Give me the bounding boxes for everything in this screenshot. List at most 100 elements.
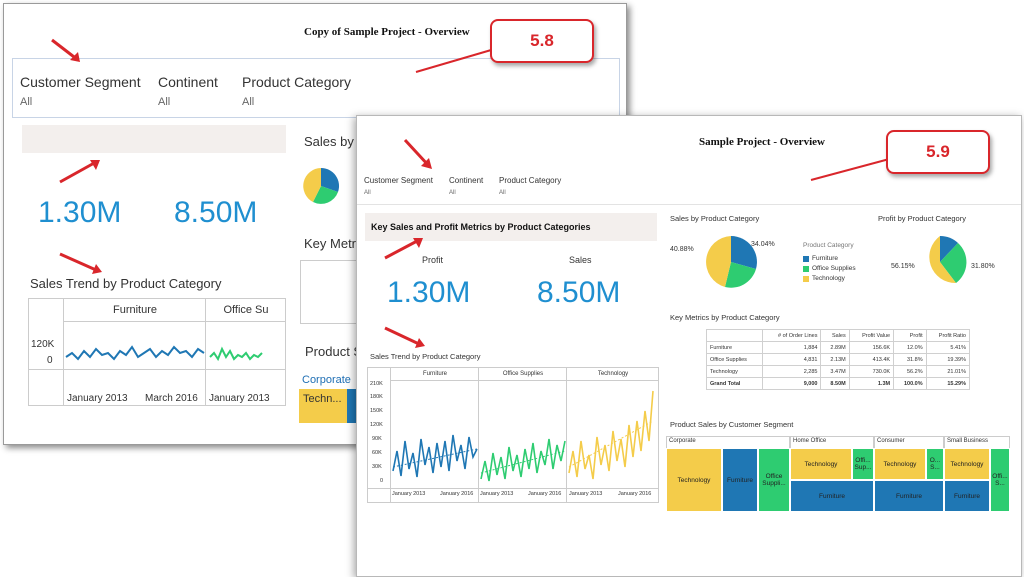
treemap-segment-corporate[interactable]: Corporate [666,436,790,448]
front-trend-x-end-2: January 2016 [528,491,562,497]
back-trend-divider [205,321,206,405]
treemap-segment-consumer[interactable]: Consumer [874,436,944,448]
treemap-corporate-furniture[interactable]: Furniture [722,448,758,512]
front-profit-value: 1.30M [387,276,471,309]
front-profit-pie [929,235,967,284]
front-legend-office: Office Supplies [803,265,856,272]
front-sales-value: 8.50M [537,276,621,309]
legend-swatch-icon [803,275,809,282]
front-trend-y-60k: 60K [372,450,382,456]
treemap-segment-home-office[interactable]: Home Office [790,436,874,448]
treemap-home-technology[interactable]: Technology [790,448,852,480]
front-trend-y-0: 0 [380,478,384,484]
treemap-small-furniture[interactable]: Furniture [944,480,990,512]
front-filter-divider [357,204,1021,205]
treemap-corporate-office[interactable]: Office Suppli... [758,448,790,512]
front-trend-lines [392,390,654,482]
front-legend-furniture: Furniture [803,255,838,262]
front-sales-pie-label-right: 34.04% [751,241,775,248]
front-trend-x-end-3: January 2016 [618,491,652,497]
front-trend-y-120k: 120K [370,422,383,428]
back-filter-bar [12,58,620,118]
back-key-metrics-table [300,260,362,324]
front-filter-customer-segment[interactable]: Customer Segment All [364,176,433,196]
front-trend-divider-2 [478,380,479,502]
front-trend-x-end-1: January 2016 [440,491,474,497]
front-trend-y-90k: 90K [372,436,382,442]
table-row: Office Supplies 4,831 2.13M 413.4K 31.8% 19.3… [706,353,971,366]
treemap-consumer-technology[interactable]: Technology [874,448,926,480]
table-row: Technology 2,285 3.47M 730.0K 56.2% 21.01% [706,365,971,378]
treemap-consumer-furniture[interactable]: Furniture [874,480,944,512]
front-trend-y-30k: 30K [372,464,382,470]
front-kpi-header: Key Sales and Profit Metrics by Product … [365,213,657,241]
front-trend-x-axis [368,488,658,489]
front-sales-pie-title: Sales by Product Category [670,214,760,223]
front-filter-continent[interactable]: Continent All [449,176,484,196]
back-filter-product-category[interactable]: Product Category All [242,74,351,108]
back-trend-chart: Furniture Office Su 120K 0 January 2013 … [28,298,286,406]
back-callout-pointer [415,47,499,73]
back-trend-title: Sales Trend by Product Category [30,276,222,291]
front-arrow-icon [403,138,432,169]
front-key-metrics-title: Key Metrics by Product Category [670,313,780,322]
front-filter-product-category[interactable]: Product Category All [499,176,562,196]
treemap-corporate-technology[interactable]: Technology [666,448,722,512]
front-trend-chart: Furniture Office Supplies Technology 210… [367,367,659,503]
front-trend-y-210k: 210K [370,381,383,387]
back-kpi-header [22,125,286,153]
back-metric-sales: 8.50M [174,196,258,229]
front-profit-label: Profit [422,255,444,265]
front-trend-col-furniture: Furniture [390,368,479,381]
back-arrow-icon [59,160,100,184]
treemap-segment-small-business[interactable]: Small Business [944,436,1010,448]
back-page-title: Copy of Sample Project - Overview [304,26,470,38]
front-trend-y-180k: 180K [370,394,383,400]
front-trend-x-start-2: January 2013 [480,491,514,497]
callout-5-8: 5.8 [490,19,594,63]
front-key-metrics-table: # of Order Lines Sales Profit Value Profit P… [706,329,971,390]
treemap-small-technology[interactable]: Technology [944,448,990,480]
front-trend-col-technology: Technology [566,368,659,381]
back-arrow-icon [51,38,80,62]
back-trend-y-120k: 120K [31,339,55,350]
back-product-sales-title: Product S [305,344,363,359]
back-trend-lines [65,345,263,362]
front-page-title: Sample Project - Overview [699,136,825,148]
front-sales-label: Sales [569,255,592,265]
treemap-consumer-office[interactable]: O... S... [926,448,944,480]
front-callout-pointer [810,157,894,181]
back-trend-col-office: Office Su [205,299,286,322]
front-trend-title: Sales Trend by Product Category [370,352,481,361]
legend-swatch-icon [803,255,809,262]
front-arrow-icon [384,238,423,260]
table-header-row: # of Order Lines Sales Profit Value Profit P… [706,329,971,342]
treemap-home-furniture[interactable]: Furniture [790,480,874,512]
table-row-grand-total: Grand Total 9,000 8.50M 1.3M 100.0% 15.29% [706,377,971,390]
legend-swatch-icon [803,265,809,272]
back-trend-x-start: January 2013 [67,393,128,404]
back-sales-by-title: Sales by [304,134,354,149]
front-trend-x-start-1: January 2013 [392,491,426,497]
treemap-small-office[interactable]: Offi... S... [990,448,1010,512]
back-treemap-corporate-label: Corporate [302,374,351,386]
back-trend-x-end: January 2013 [209,393,270,404]
front-trend-divider-3 [566,380,567,502]
front-arrow-icon [384,326,425,348]
back-filter-customer-segment[interactable]: Customer Segment All [20,74,141,108]
back-trend-y-0: 0 [47,355,53,366]
treemap-home-office[interactable]: Offi... Sup... [852,448,874,480]
back-treemap-technology: Techn... [299,389,347,423]
front-trend-col-office: Office Supplies [478,368,567,381]
back-arrow-icon [59,252,102,274]
back-metric-profit: 1.30M [38,196,122,229]
front-segment-title: Product Sales by Customer Segment [670,420,794,429]
front-legend-technology: Technology [803,275,845,282]
back-trend-col-furniture: Furniture [63,299,206,322]
front-dashboard-panel: Sample Project - Overview Customer Segme… [356,115,1022,577]
back-filter-continent[interactable]: Continent All [158,74,218,108]
back-key-metrics-title: Key Metri [304,236,359,251]
front-profit-pie-label-left: 56.15% [891,263,915,270]
front-trend-y-150k: 150K [370,408,383,414]
back-trend-axis-divider [63,321,64,405]
